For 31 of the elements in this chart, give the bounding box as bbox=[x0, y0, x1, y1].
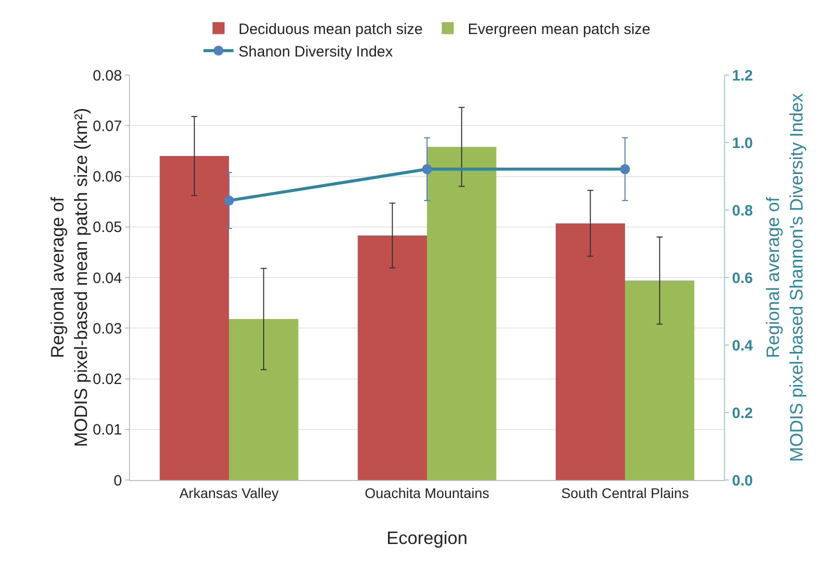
bar bbox=[427, 146, 496, 480]
y2-tick-label: 0.6 bbox=[732, 270, 753, 287]
bar bbox=[625, 280, 694, 480]
bar bbox=[556, 223, 625, 480]
legend-label: Deciduous mean patch size bbox=[238, 21, 423, 38]
y-tick-label: 0 bbox=[114, 472, 122, 490]
y2-tick-label: 0.0 bbox=[732, 472, 753, 490]
y-tick-label: 0.01 bbox=[92, 422, 122, 439]
y-tick-label: 0.06 bbox=[92, 168, 122, 186]
y2-tick-label: 0.4 bbox=[732, 337, 754, 354]
x-tick-label: Ouachita Mountains bbox=[364, 484, 490, 501]
y-tick-label: 0.08 bbox=[92, 67, 122, 84]
bar bbox=[160, 156, 229, 480]
y-tick-label: 0.02 bbox=[92, 371, 122, 388]
y2-axis-title: Regional average of MODIS pixel-based Shannon's Diversity Index bbox=[763, 93, 806, 462]
y2-tick-label: 0.2 bbox=[732, 404, 753, 422]
legend-label: Evergreen mean patch size bbox=[468, 21, 650, 38]
y-axis-title: Regional average of MODIS pixel-based mean patch size (km²) bbox=[47, 108, 91, 448]
y2-tick-label: 1.2 bbox=[732, 67, 753, 84]
y-tick-label: 0.03 bbox=[92, 320, 122, 338]
y-tick-label: 0.05 bbox=[92, 219, 122, 236]
y-tick-label: 0.04 bbox=[92, 270, 122, 287]
bar bbox=[358, 235, 427, 480]
y2-tick-label: 0.8 bbox=[732, 202, 753, 220]
bar bbox=[229, 319, 298, 480]
x-axis-title: Ecoregion bbox=[386, 528, 468, 548]
x-tick-label: Arkansas Valley bbox=[179, 484, 279, 501]
x-tick-label: South Central Plains bbox=[561, 484, 689, 501]
legend-label: Shanon Diversity Index bbox=[238, 44, 394, 60]
y2-tick-label: 1.0 bbox=[732, 134, 753, 152]
y-tick-label: 0.07 bbox=[92, 118, 122, 135]
